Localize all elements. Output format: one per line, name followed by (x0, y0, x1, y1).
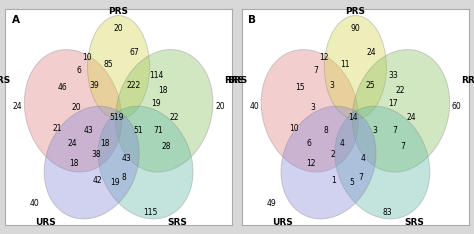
Ellipse shape (352, 50, 450, 172)
Text: 71: 71 (154, 127, 163, 135)
Text: SRS: SRS (405, 218, 425, 227)
Text: 22: 22 (170, 113, 179, 121)
Text: 10: 10 (289, 124, 299, 133)
Text: 24: 24 (366, 48, 376, 57)
Text: PRS: PRS (346, 7, 365, 16)
Text: 40: 40 (29, 199, 39, 208)
Text: 40: 40 (249, 102, 259, 111)
Text: 43: 43 (122, 154, 131, 164)
Text: 12: 12 (306, 159, 316, 168)
Text: 33: 33 (388, 70, 398, 80)
Text: 6: 6 (76, 66, 81, 75)
Text: 15: 15 (295, 84, 304, 92)
Text: 25: 25 (365, 81, 375, 90)
Text: 8: 8 (122, 173, 127, 182)
Ellipse shape (24, 50, 122, 172)
Text: 519: 519 (109, 113, 124, 121)
Ellipse shape (88, 16, 150, 119)
Text: 28: 28 (162, 142, 171, 150)
Text: 38: 38 (91, 150, 100, 159)
Text: 3: 3 (372, 127, 377, 135)
Text: 39: 39 (90, 81, 100, 90)
Text: 7: 7 (393, 127, 398, 135)
Text: 21: 21 (52, 124, 62, 133)
Text: 1: 1 (331, 176, 336, 185)
Text: 4: 4 (361, 154, 366, 164)
Text: 114: 114 (149, 70, 164, 80)
Text: 8: 8 (323, 127, 328, 135)
Text: BRS: BRS (227, 76, 247, 85)
Text: 14: 14 (348, 113, 358, 121)
Text: 222: 222 (126, 81, 140, 90)
Text: 51: 51 (133, 127, 143, 135)
Text: 24: 24 (67, 139, 77, 148)
Text: 7: 7 (313, 66, 318, 75)
Text: 42: 42 (92, 176, 102, 185)
Text: 90: 90 (351, 24, 360, 33)
Ellipse shape (324, 16, 386, 119)
Text: 19: 19 (110, 178, 120, 187)
Text: 7: 7 (359, 173, 364, 182)
Text: 12: 12 (319, 53, 328, 62)
Text: 5: 5 (349, 178, 355, 187)
Text: 43: 43 (84, 127, 94, 135)
Ellipse shape (98, 106, 193, 219)
Text: RRS: RRS (225, 76, 245, 85)
Text: A: A (11, 15, 19, 25)
Text: 19: 19 (151, 99, 161, 107)
Ellipse shape (261, 50, 359, 172)
Text: 18: 18 (100, 139, 109, 148)
Text: 4: 4 (339, 139, 344, 148)
Ellipse shape (44, 106, 139, 219)
Text: BRS: BRS (0, 76, 10, 85)
Text: 46: 46 (58, 84, 68, 92)
Text: 3: 3 (329, 81, 334, 90)
Text: 22: 22 (395, 86, 405, 95)
Text: 17: 17 (388, 99, 398, 107)
Text: B: B (248, 15, 256, 25)
Text: 7: 7 (401, 142, 406, 150)
Ellipse shape (115, 50, 213, 172)
Text: 60: 60 (452, 102, 462, 111)
Text: 10: 10 (82, 53, 91, 62)
Text: RRS: RRS (461, 76, 474, 85)
Text: 49: 49 (266, 199, 276, 208)
Text: 85: 85 (103, 60, 113, 69)
Text: 20: 20 (215, 102, 225, 111)
Text: 67: 67 (130, 48, 139, 57)
Text: 18: 18 (158, 86, 168, 95)
Text: 24: 24 (12, 102, 22, 111)
Ellipse shape (281, 106, 376, 219)
Text: URS: URS (272, 218, 293, 227)
Text: 18: 18 (69, 159, 79, 168)
Text: 24: 24 (406, 113, 416, 121)
Text: PRS: PRS (109, 7, 128, 16)
Ellipse shape (335, 106, 430, 219)
Text: 83: 83 (383, 208, 392, 217)
Text: 20: 20 (72, 103, 81, 112)
Text: SRS: SRS (168, 218, 188, 227)
Text: 3: 3 (311, 103, 316, 112)
Text: 20: 20 (114, 24, 123, 33)
Text: 115: 115 (143, 208, 158, 217)
Text: 2: 2 (330, 150, 335, 159)
Text: 6: 6 (306, 139, 311, 148)
Text: 11: 11 (340, 60, 350, 69)
Text: URS: URS (36, 218, 56, 227)
